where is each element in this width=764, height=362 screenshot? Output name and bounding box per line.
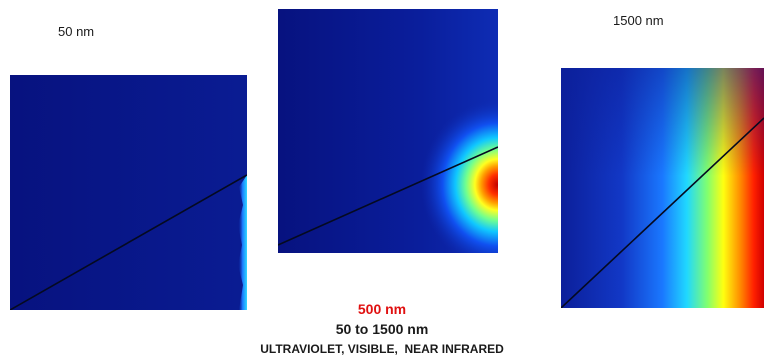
- interface-line: [10, 174, 247, 310]
- interface-line: [278, 146, 498, 246]
- caption-spectral-bands: ULTRAVIOLET, VISIBLE, NEAR INFRARED: [260, 342, 504, 356]
- field-map-1500nm: [561, 68, 764, 308]
- field-map-50nm: [10, 75, 247, 310]
- caption-highlight-wavelength: 500 nm: [357, 301, 407, 317]
- field-map-500nm: [278, 9, 498, 253]
- caption-wavelength-range: 50 to 1500 nm: [335, 321, 429, 337]
- panel-1-wavelength-label: 50 nm: [58, 24, 95, 39]
- panel-3-wavelength-label: 1500 nm: [613, 13, 664, 28]
- interface-line: [561, 117, 764, 308]
